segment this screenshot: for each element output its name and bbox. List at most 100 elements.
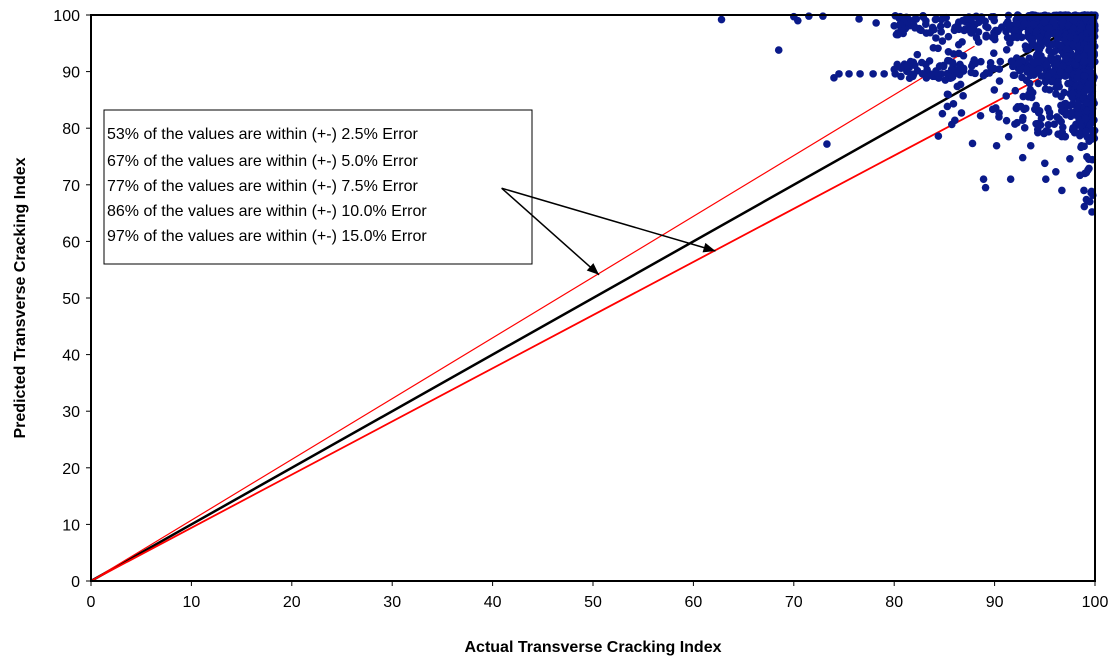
scatter-point — [948, 58, 957, 67]
scatter-point — [979, 71, 988, 80]
scatter-point — [928, 23, 937, 32]
scatter-point — [917, 58, 926, 67]
x-tick-label: 10 — [183, 594, 201, 611]
scatter-point — [1087, 100, 1096, 109]
scatter-point — [1069, 124, 1077, 132]
scatter-point — [1057, 132, 1066, 141]
scatter-point — [1004, 132, 1013, 141]
scatter-point — [1086, 121, 1094, 129]
x-tick-label: 0 — [87, 594, 96, 611]
scatter-point — [1067, 108, 1075, 117]
scatter-point — [1077, 22, 1086, 31]
scatter-point — [1050, 47, 1059, 56]
scatter-point — [1002, 46, 1011, 54]
scatter-point — [938, 37, 947, 45]
x-tick-label: 20 — [283, 594, 301, 611]
scatter-point — [931, 15, 940, 24]
scatter-point — [1069, 40, 1078, 49]
error-summary-line-1: 53% of the values are within (+-) 2.5% E… — [107, 126, 418, 143]
scatter-point — [1048, 40, 1057, 49]
scatter-point — [1080, 57, 1089, 65]
y-axis-title: Predicted Transverse Cracking Index — [12, 157, 29, 438]
scatter-point — [981, 183, 990, 192]
scatter-point — [1011, 26, 1019, 34]
y-tick-label: 10 — [62, 517, 80, 534]
scatter-point — [1074, 54, 1083, 63]
scatter-point — [1081, 14, 1090, 22]
scatter-point — [1025, 79, 1034, 88]
scatter-point — [717, 15, 726, 24]
annotation-arrow-line — [501, 187, 716, 252]
scatter-point — [925, 57, 934, 65]
scatter-point — [958, 16, 967, 25]
scatter-point — [982, 31, 991, 40]
error-summary-line-4: 86% of the values are within (+-) 10.0% … — [107, 203, 427, 220]
scatter-point — [1026, 141, 1035, 150]
scatter-point — [974, 38, 983, 46]
scatter-point — [1018, 33, 1026, 42]
scatter-point — [977, 57, 985, 66]
scatter-point — [1058, 186, 1066, 195]
error-bound-line — [90, 45, 975, 582]
scatter-point — [956, 80, 965, 89]
scatter-point — [835, 70, 843, 78]
scatter-point — [1037, 72, 1046, 80]
scatter-point — [1084, 155, 1093, 163]
scatter-point — [1034, 119, 1042, 128]
scatter-point — [1033, 125, 1042, 134]
scatter-point — [994, 26, 1003, 35]
scatter-point — [902, 61, 911, 70]
error-bound-line — [90, 78, 1040, 582]
scatter-point — [1020, 19, 1029, 28]
scatter-point — [934, 132, 943, 140]
scatter-point — [1050, 120, 1059, 128]
scatter-point — [995, 65, 1004, 73]
scatter-point — [1080, 72, 1089, 80]
scatter-point — [934, 44, 942, 53]
scatter-point — [1052, 167, 1060, 176]
scatter-point — [933, 69, 942, 78]
scatter-point — [1012, 20, 1021, 29]
scatter-point — [1035, 33, 1044, 42]
scatter-point — [845, 70, 853, 78]
annotation-arrowhead — [586, 263, 600, 275]
scatter-point — [910, 15, 919, 24]
scatter-point — [1006, 175, 1015, 183]
scatter-point — [1035, 107, 1044, 115]
y-tick-label: 0 — [71, 574, 80, 591]
scatter-point — [1034, 79, 1043, 88]
scatter-point — [951, 23, 959, 32]
scatter-point — [1041, 78, 1050, 86]
scatter-point — [1087, 187, 1096, 196]
scatter-point — [1087, 74, 1096, 82]
x-tick-label: 60 — [685, 594, 703, 611]
scatter-point — [992, 141, 1001, 150]
axis-ticks: 0 10 20 30 40 50 60 70 80 90 100 0 10 20 30 40 50 60 70 80 9… — [53, 8, 1108, 611]
scatter-point — [1053, 29, 1062, 38]
scatter-point — [1068, 93, 1076, 102]
scatter-point — [794, 16, 802, 25]
scatter-point — [1041, 85, 1050, 93]
scatter-point — [1085, 137, 1093, 145]
y-tick-label: 80 — [62, 121, 80, 138]
annotation-arrow-line — [501, 187, 600, 276]
plot-area-frame — [90, 14, 1096, 582]
scatter-point — [1062, 55, 1070, 63]
scatter-point — [855, 15, 863, 23]
scatter-point — [1076, 171, 1084, 180]
scatter-point — [1088, 208, 1096, 216]
scatter-point — [1080, 142, 1088, 151]
scatter-point — [872, 19, 880, 27]
scatter-point — [953, 66, 962, 74]
scatter-point — [959, 92, 967, 100]
scatter-point — [947, 120, 956, 129]
y-tick-label: 30 — [62, 404, 80, 421]
scatter-point — [1021, 42, 1030, 50]
scatter-point — [970, 56, 979, 64]
x-tick-label: 40 — [484, 594, 502, 611]
scatter-point — [897, 72, 905, 81]
scatter-point — [1054, 78, 1062, 87]
scatter-point — [935, 62, 944, 71]
scatter-point — [1018, 73, 1026, 82]
scatter-point — [943, 20, 952, 29]
